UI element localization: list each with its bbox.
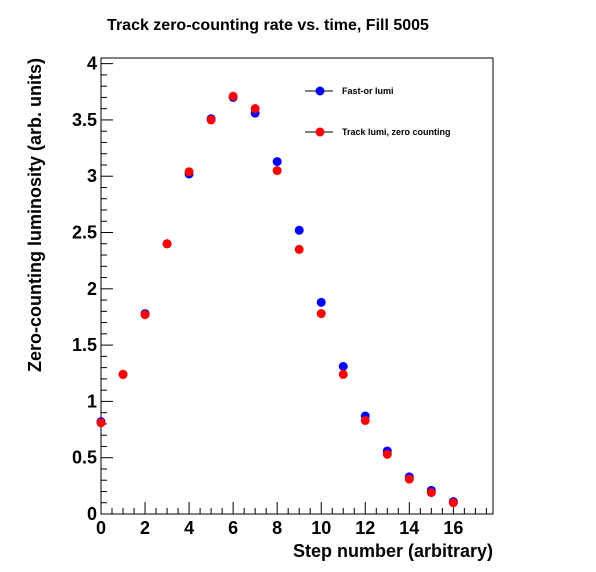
x-tick-label: 8 [272,518,282,538]
data-point [162,239,172,249]
x-tick-label: 2 [140,518,150,538]
plot-frame [100,57,494,515]
x-tick-label: 10 [311,518,331,538]
chart-title: Track zero-counting rate vs. time, Fill … [107,17,429,34]
series-fast-or-lumi [96,92,458,507]
x-tick-label: 4 [184,518,194,538]
data-point [426,488,436,498]
data-point [360,416,370,426]
data-point [140,310,150,320]
y-tick-label: 2.5 [72,223,97,243]
y-tick-label: 0 [87,504,97,524]
data-point [96,418,106,428]
data-markers [96,91,458,508]
data-point [272,166,282,176]
y-tick-label: 1.5 [72,335,97,355]
data-point [272,157,282,167]
data-point [382,449,392,459]
x-tick-label: 14 [399,518,419,538]
data-point [294,225,304,235]
data-point [338,362,348,372]
y-tick-label: 4 [87,54,97,74]
y-tick-label: 3.5 [72,110,97,130]
data-point [294,244,304,254]
x-tick-label: 6 [228,518,238,538]
x-tick-label: 16 [443,518,463,538]
x-axis-label: Step number (arbitrary) [293,541,493,561]
data-point [448,498,458,508]
axes: 0 2 4 6 8 10 12 14 16 0 0.5 1 1.5 2 2.5 3 3.5 4 [72,54,487,538]
legend-label: Fast-or lumi [342,86,394,96]
data-point [184,167,194,177]
legend: Fast-or lumi Track lumi, zero counting [305,86,451,137]
data-point [118,369,128,379]
y-tick-label: 0.5 [72,448,97,468]
data-point [206,115,216,125]
x-tick-label: 0 [96,518,106,538]
series-track-lumi-zero-counting [96,91,458,508]
x-tick-label: 12 [355,518,375,538]
data-point [316,297,326,307]
data-point [228,91,238,101]
y-tick-label: 2 [87,279,97,299]
y-axis-label: Zero-counting luminosity (arb. units) [25,58,45,372]
data-point [404,474,414,484]
legend-marker [315,86,325,96]
legend-marker [315,127,325,137]
y-tick-label: 3 [87,166,97,186]
legend-label: Track lumi, zero counting [342,127,451,137]
data-point [250,104,260,114]
data-point [338,369,348,379]
data-point [316,309,326,319]
y-tick-label: 1 [87,391,97,411]
